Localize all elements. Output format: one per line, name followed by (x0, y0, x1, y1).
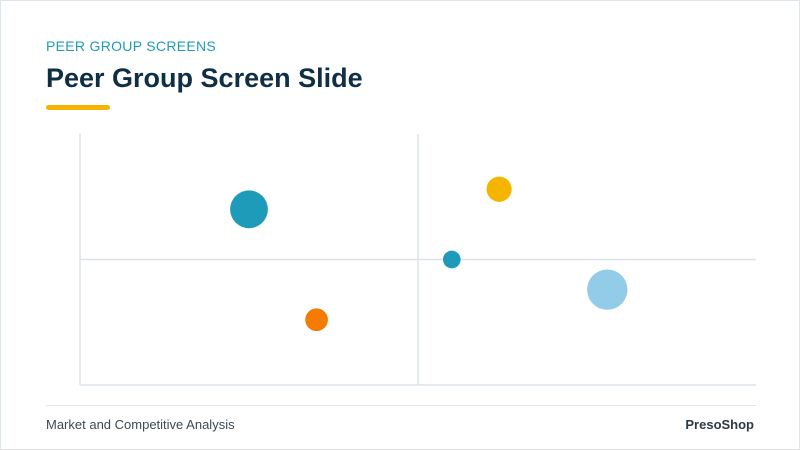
bubble-1 (230, 190, 268, 229)
bubble-5 (587, 269, 628, 310)
title-underline (46, 105, 110, 110)
footer-brand: PresoShop (685, 417, 754, 432)
bubble-3 (486, 176, 512, 202)
footer-subtitle: Market and Competitive Analysis (46, 417, 235, 432)
footer-divider (46, 405, 756, 406)
bubble-2 (305, 308, 328, 332)
bubble-4 (442, 250, 461, 269)
slide-title: Peer Group Screen Slide (46, 63, 363, 93)
slide-kicker: PEER GROUP SCREENS (46, 38, 217, 54)
